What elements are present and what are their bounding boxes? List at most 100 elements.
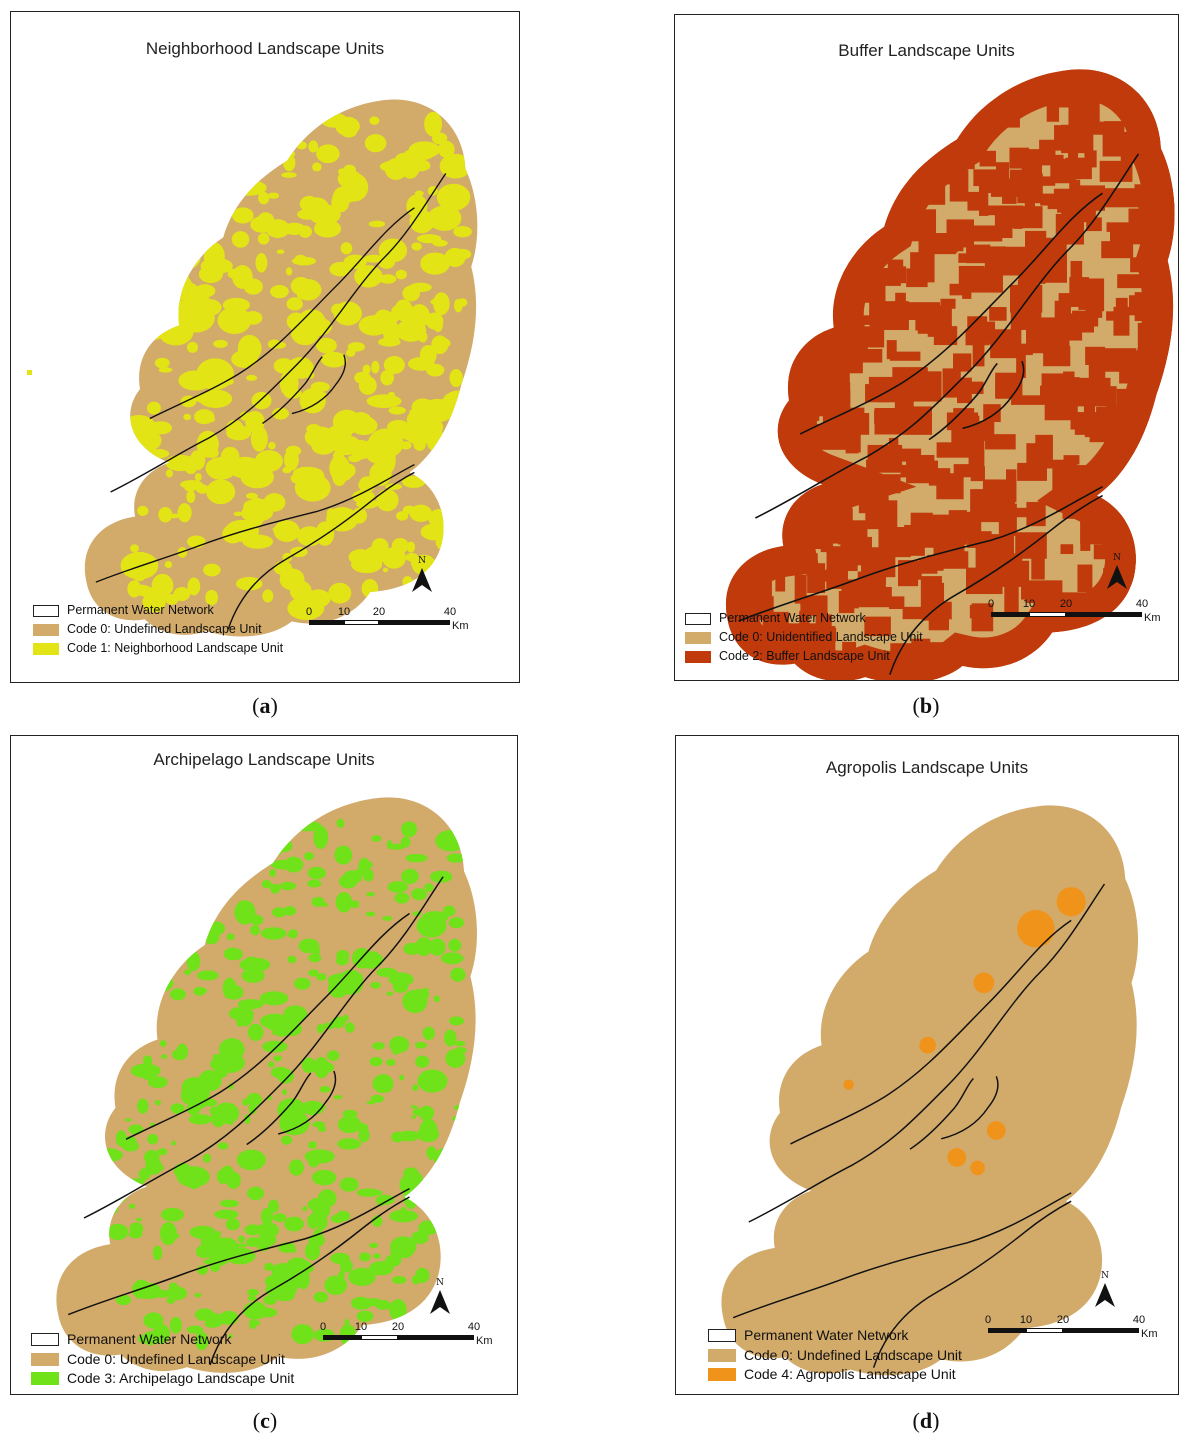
unit-patch (267, 1199, 279, 1213)
unit-patch (1108, 494, 1132, 518)
unit-patch (133, 1019, 148, 1032)
unit-patch (449, 369, 463, 387)
panel-caption-b: (b) (912, 693, 940, 718)
unit-patch (186, 951, 201, 972)
unit-patch (962, 642, 981, 654)
unit-patch (1061, 124, 1094, 154)
unit-patch (910, 252, 929, 280)
unit-patch (858, 97, 869, 120)
unit-patch (1085, 69, 1101, 86)
unit-patch (749, 245, 780, 277)
water-swatch (708, 1329, 736, 1343)
north-arrow-icon: N (1090, 1271, 1120, 1309)
unit-patch (958, 253, 987, 263)
unit-patch (740, 670, 750, 680)
unit-patch (126, 309, 142, 315)
unit-patch (903, 183, 941, 200)
unit-patch (316, 337, 337, 354)
unit-patch (332, 188, 349, 209)
unit-patch (439, 1215, 458, 1232)
unit-patch (165, 469, 173, 478)
unit-patch (255, 253, 268, 273)
unit-patch (856, 675, 872, 680)
unit-patch (758, 152, 772, 185)
unit-patch (872, 474, 901, 494)
river-line (262, 354, 347, 424)
north-arrow-icon: N (1102, 553, 1132, 591)
unit-patch (994, 207, 1013, 239)
unit-patch (892, 174, 904, 193)
unit-patch (295, 279, 322, 301)
unit-patch (780, 544, 812, 574)
unit-patch (328, 983, 338, 991)
river-line (799, 192, 1104, 435)
unit-patch (225, 1171, 241, 1189)
unit-patch (146, 327, 164, 340)
unit-patch (146, 1029, 152, 1036)
unit-patch (279, 1111, 310, 1136)
unit-patch (208, 1313, 224, 1328)
unit-patch (1068, 151, 1079, 164)
unit-patch (453, 226, 472, 238)
unit-patch (223, 162, 243, 190)
unit-patch (405, 853, 428, 863)
unit-patch (369, 116, 380, 125)
unit-patch (345, 1022, 355, 1033)
unit-patch (1009, 649, 1028, 680)
unit-patch (205, 589, 219, 606)
unit-patch (380, 369, 395, 386)
unit-patch (881, 100, 895, 112)
unit-patch (746, 625, 757, 653)
unit-patch (776, 436, 787, 463)
unit-patch (333, 301, 362, 326)
map-title: Agropolis Landscape Units (825, 758, 1029, 777)
unit-patch (983, 404, 1001, 423)
unit-patch (340, 242, 353, 255)
unit-patch (1117, 537, 1128, 558)
unit-patch (1138, 577, 1175, 588)
unit-patch (388, 406, 406, 415)
unit-patch (203, 928, 220, 945)
unit-patch (854, 315, 883, 325)
unit-patch (283, 1005, 308, 1023)
unit-patch (183, 311, 193, 323)
unit-patch (385, 1084, 392, 1093)
unit-patch (125, 464, 137, 473)
unit-patch (744, 104, 772, 126)
unit-patch (430, 297, 449, 306)
unit-patch (372, 1096, 380, 1101)
unit-patch (861, 181, 887, 200)
unit-patch (866, 92, 879, 124)
unit-patch (756, 345, 782, 372)
unit-patch (226, 419, 244, 437)
map-panel-buffer: Buffer Landscape Units N 0 10 20 40 Km P… (674, 14, 1179, 681)
unit-patch (1053, 188, 1089, 200)
unit-patch (955, 424, 984, 438)
unit-patch (171, 1049, 187, 1061)
unit-patch (1155, 564, 1175, 596)
unit-patch (445, 1138, 470, 1151)
unit-patch (272, 907, 287, 918)
unit-patch (852, 151, 870, 173)
unit-patch (371, 835, 382, 842)
unit-patch (802, 236, 827, 261)
unit-patch (336, 818, 345, 829)
unit-patch (1116, 388, 1132, 409)
unit-patch (985, 434, 1016, 450)
unit-patch (870, 667, 894, 680)
unit-patch (392, 1275, 407, 1284)
unit-patch (1149, 136, 1172, 156)
unit-patch (786, 139, 803, 158)
unit-patch (755, 357, 766, 379)
unit-patch (950, 678, 979, 680)
unit-patch (919, 1036, 936, 1054)
unit-patch (454, 1040, 466, 1047)
unit-patch (245, 374, 258, 381)
unit-patch (147, 1133, 159, 1145)
unit-patch (299, 388, 326, 414)
unit-patch (856, 77, 887, 104)
unit-patch (283, 388, 302, 399)
unit-patch (991, 549, 1015, 562)
unit-patch (940, 298, 956, 309)
unit-patch (841, 579, 859, 609)
